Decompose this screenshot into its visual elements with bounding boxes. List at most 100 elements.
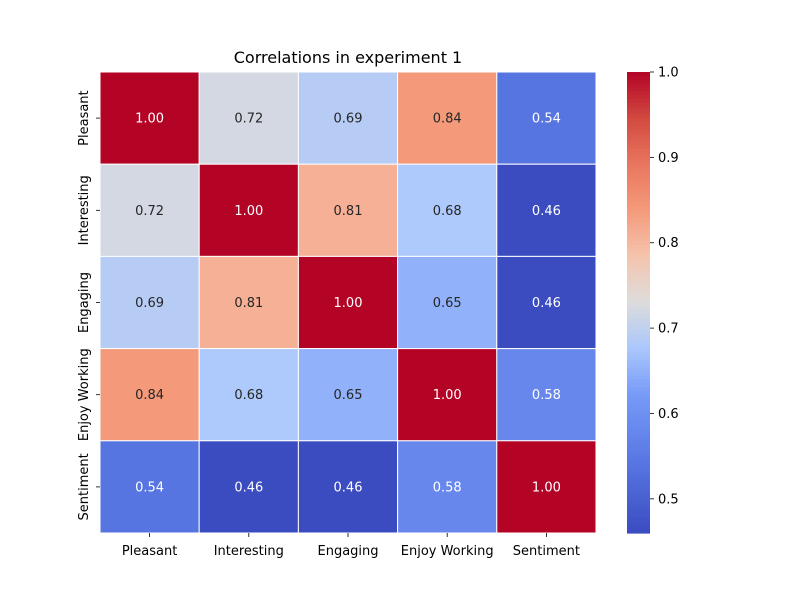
heatmap-cell [198, 255, 299, 350]
cell-value-label: 1.00 [135, 112, 164, 127]
colorbar-segment [627, 290, 650, 296]
colorbar-segment [627, 210, 650, 215]
x-tick-label: Enjoy Working [401, 544, 494, 559]
colorbar-segment [627, 406, 650, 411]
colorbar-segment [627, 294, 650, 300]
colorbar-segment [627, 287, 650, 292]
colorbar-segment [627, 529, 650, 534]
colorbar-tick-label: 0.5 [658, 492, 679, 507]
heatmap-cell [397, 255, 498, 350]
colorbar-tick-label: 0.7 [658, 322, 679, 337]
colorbar-segment [627, 506, 650, 511]
colorbar-segment [627, 333, 650, 338]
x-axis: Pleasant Interesting Engaging Enjoy Working… [122, 533, 580, 559]
colorbar-segment [627, 229, 650, 234]
colorbar-segment [627, 460, 650, 465]
y-tick-label: Interesting [77, 175, 92, 245]
cell-value-label: 0.54 [532, 112, 561, 127]
colorbar-segment [627, 383, 650, 388]
colorbar-segment [627, 206, 650, 211]
colorbar-segment [627, 168, 650, 173]
heatmap-cell [496, 440, 597, 534]
colorbar-segment [627, 448, 650, 453]
colorbar-segment [627, 317, 650, 323]
colorbar-segment [627, 102, 650, 108]
colorbar-segment [627, 433, 650, 438]
colorbar-segment [627, 148, 650, 154]
colorbar-segment [627, 444, 650, 450]
colorbar-segment [627, 252, 650, 257]
colorbar-segment [627, 275, 650, 281]
colorbar-segment [627, 483, 650, 488]
colorbar-segment [627, 95, 650, 100]
colorbar-segment [627, 517, 650, 523]
colorbar-segment [627, 260, 650, 265]
colorbar-segment [627, 475, 650, 480]
x-tick-label: Pleasant [122, 544, 178, 559]
colorbar-segment [627, 156, 650, 161]
colorbar-segment [627, 479, 650, 484]
colorbar-segment [627, 217, 650, 223]
colorbar-segment [627, 141, 650, 146]
heatmap-cell [297, 440, 399, 534]
cell-value-label: 0.46 [334, 480, 363, 495]
colorbar-segment [627, 314, 650, 319]
y-axis: Pleasant Interesting Engaging Enjoy Working… [77, 90, 100, 521]
colorbar-segment [627, 98, 650, 104]
cell-value-label: 0.84 [433, 112, 462, 127]
colorbar-segment [627, 521, 650, 526]
y-tick-label: Pleasant [77, 90, 92, 146]
colorbar-segment [627, 133, 650, 138]
cell-value-label: 0.72 [234, 112, 263, 127]
heatmap-cells: 1.00 0.72 0.69 0.84 0.54 0.72 1.00 0.81 0.68 0.46… [99, 71, 597, 534]
cell-value-label: 0.54 [135, 480, 164, 495]
colorbar-segment [627, 348, 650, 354]
heatmap-cell [99, 163, 200, 257]
colorbar-tick-label: 0.6 [658, 407, 679, 422]
colorbar-segment [627, 202, 650, 208]
x-tick-label: Interesting [214, 544, 284, 559]
colorbar-segment [627, 241, 650, 246]
colorbar-segment [627, 467, 650, 473]
colorbar-segment [627, 310, 650, 315]
colorbar-segment [627, 179, 650, 185]
colorbar-segment [627, 344, 650, 350]
colorbar-segment [627, 375, 650, 380]
heatmap-cell [198, 440, 299, 534]
colorbar-segment [627, 436, 650, 442]
colorbar-segment [627, 244, 650, 250]
colorbar-segment [627, 171, 650, 177]
heatmap-cell [198, 348, 299, 442]
colorbar-segment [627, 191, 650, 196]
colorbar-segment [627, 214, 650, 219]
heatmap-cell [99, 71, 200, 165]
colorbar-segment [627, 429, 650, 434]
colorbar-segment [627, 471, 650, 476]
colorbar-segment [627, 264, 650, 269]
colorbar-segment [627, 410, 650, 415]
colorbar-segment [627, 402, 650, 407]
colorbar-tick-label: 0.9 [658, 151, 679, 166]
chart-title: Correlations in experiment 1 [234, 48, 462, 67]
cell-value-label: 1.00 [433, 388, 462, 403]
colorbar-segment [627, 329, 650, 334]
colorbar-segment [627, 525, 650, 530]
colorbar-segment [627, 237, 650, 242]
cell-value-label: 0.81 [234, 296, 263, 311]
colorbar-segment [627, 83, 650, 88]
colorbar-segment [627, 221, 650, 227]
colorbar-segment [627, 121, 650, 127]
colorbar-segment [627, 337, 650, 342]
colorbar-segment [627, 175, 650, 181]
cell-value-label: 0.46 [234, 480, 263, 495]
cell-value-label: 0.81 [334, 204, 363, 219]
colorbar-segment [627, 421, 650, 427]
colorbar-segment [627, 379, 650, 384]
colorbar-segment [627, 164, 650, 169]
colorbar-segment [627, 390, 650, 396]
colorbar-segment [627, 306, 650, 311]
colorbar-segment [627, 187, 650, 192]
colorbar-segment [627, 283, 650, 288]
colorbar-segment [627, 360, 650, 365]
